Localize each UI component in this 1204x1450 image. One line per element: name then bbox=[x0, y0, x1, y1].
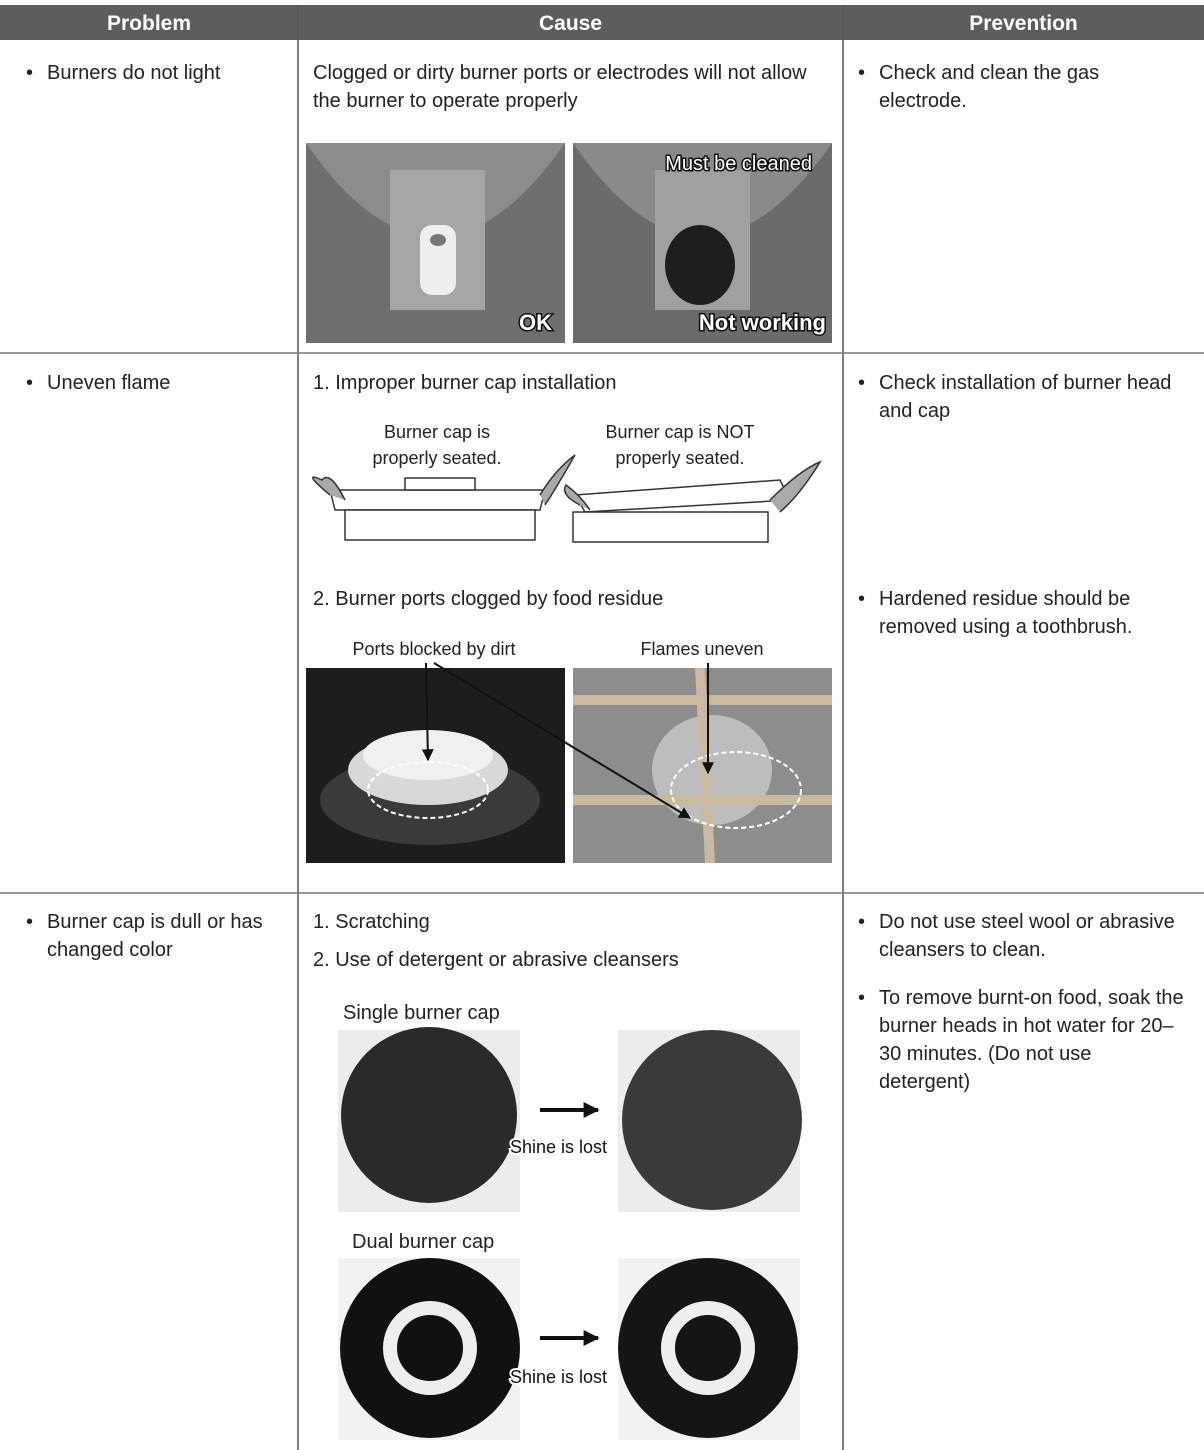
problem: Uneven flame bbox=[26, 369, 287, 397]
photo-flames bbox=[573, 667, 832, 864]
cause: 1. Improper burner cap installation bbox=[313, 372, 617, 394]
figure-note: Shine is lost bbox=[510, 1367, 607, 1387]
photo-ok bbox=[306, 143, 565, 343]
prevention: Check installation of burner head and ca… bbox=[858, 369, 1184, 425]
cause: 1. Scratching bbox=[313, 911, 430, 933]
photo-label: Must be cleaned bbox=[665, 153, 812, 175]
header-cell: Problem bbox=[106, 12, 192, 35]
figure-caption: Burner cap is properly seated. bbox=[372, 422, 502, 468]
problem: Burner cap is dull or has changed color bbox=[26, 908, 277, 964]
figure-title: Dual burner cap bbox=[352, 1231, 495, 1253]
cause: Clogged or dirty burner ports or electro… bbox=[313, 62, 807, 112]
header-cell: Prevention bbox=[969, 12, 1078, 35]
figure-note: Shine is lost bbox=[510, 1137, 607, 1157]
cause: 2. Use of detergent or abrasive cleanser… bbox=[313, 949, 679, 971]
prevention: To remove burnt-on food, soak the burner… bbox=[858, 984, 1184, 1096]
photo-label: OK bbox=[519, 310, 552, 335]
pointer-arrows bbox=[421, 662, 714, 819]
prevention: Do not use steel wool or abrasive cleans… bbox=[858, 908, 1184, 964]
figure-caption: Flames uneven bbox=[640, 639, 764, 659]
burner-drawing bbox=[312, 454, 822, 543]
cause: 2. Burner ports clogged by food residue bbox=[313, 588, 664, 610]
figure-caption: Burner cap is NOT properly seated. bbox=[605, 422, 755, 468]
header-cell: Cause bbox=[538, 12, 603, 35]
figure-title: Single burner cap bbox=[343, 1002, 500, 1024]
photo-ports bbox=[306, 668, 565, 863]
problem: Burners do not light bbox=[26, 59, 287, 87]
prevention: Check and clean the gas electrode. bbox=[858, 59, 1184, 115]
figure-caption: Ports blocked by dirt bbox=[352, 639, 516, 659]
cap-photos bbox=[338, 1027, 802, 1440]
prevention: Hardened residue should be removed using… bbox=[858, 585, 1194, 641]
photo-label: Not working bbox=[699, 310, 826, 335]
header-bar bbox=[0, 5, 1204, 40]
photo-dirty bbox=[573, 143, 832, 343]
